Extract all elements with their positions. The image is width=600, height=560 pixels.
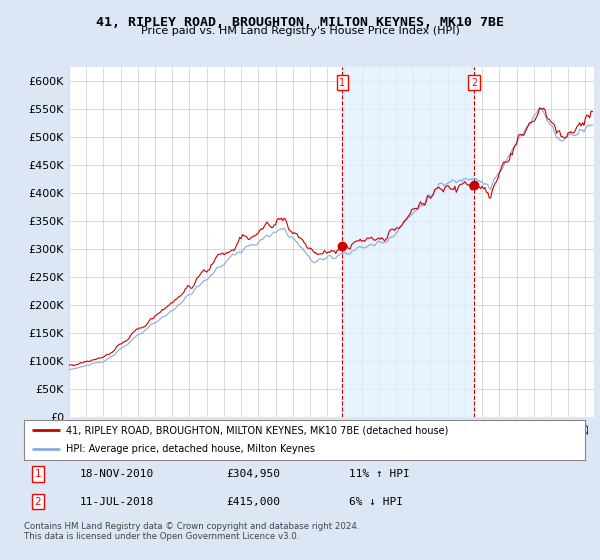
Text: 41, RIPLEY ROAD, BROUGHTON, MILTON KEYNES, MK10 7BE: 41, RIPLEY ROAD, BROUGHTON, MILTON KEYNE…	[96, 16, 504, 29]
Text: Contains HM Land Registry data © Crown copyright and database right 2024.
This d: Contains HM Land Registry data © Crown c…	[24, 522, 359, 542]
Text: 18-NOV-2010: 18-NOV-2010	[80, 469, 154, 479]
Text: 1: 1	[339, 78, 346, 88]
Text: 1: 1	[35, 469, 41, 479]
Text: 41, RIPLEY ROAD, BROUGHTON, MILTON KEYNES, MK10 7BE (detached house): 41, RIPLEY ROAD, BROUGHTON, MILTON KEYNE…	[66, 425, 448, 435]
Text: 2: 2	[471, 78, 477, 88]
Bar	[343, 67, 474, 417]
Text: HPI: Average price, detached house, Milton Keynes: HPI: Average price, detached house, Milt…	[66, 444, 315, 454]
Text: 11% ↑ HPI: 11% ↑ HPI	[349, 469, 410, 479]
Text: £304,950: £304,950	[226, 469, 280, 479]
Text: £415,000: £415,000	[226, 497, 280, 507]
Text: 11-JUL-2018: 11-JUL-2018	[80, 497, 154, 507]
Text: 6% ↓ HPI: 6% ↓ HPI	[349, 497, 403, 507]
Text: Price paid vs. HM Land Registry's House Price Index (HPI): Price paid vs. HM Land Registry's House …	[140, 26, 460, 36]
Text: 2: 2	[35, 497, 41, 507]
